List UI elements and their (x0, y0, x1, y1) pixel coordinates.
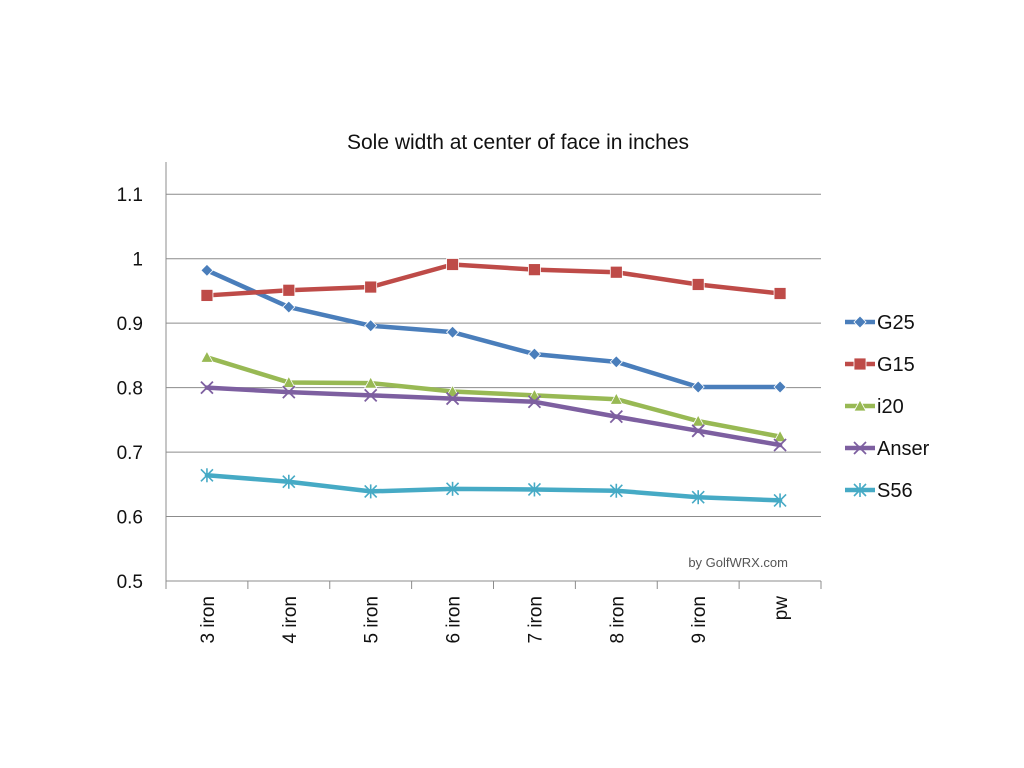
data-point-g15 (528, 263, 541, 277)
data-point-anser (364, 388, 378, 402)
legend-marker-anser (853, 441, 867, 455)
series-line-anser (204, 385, 783, 448)
chart-title: Sole width at center of face in inches (347, 131, 689, 154)
legend-label-g25: G25 (877, 312, 915, 334)
legend-label-s56: S56 (877, 480, 913, 502)
x-axis-ticks: 3 iron 4 iron 5 iron 6 iron 7 iron 8 iron 9 ir… (198, 596, 792, 644)
data-point-s56 (200, 468, 214, 483)
data-point-i20 (691, 414, 705, 427)
legend-item-i20: i20 (845, 396, 904, 418)
y-tick-label: 0.6 (117, 508, 143, 529)
data-point-g15 (282, 283, 296, 297)
data-point-s56 (364, 484, 378, 499)
series-line-s56 (204, 473, 783, 503)
data-point-g25 (364, 319, 378, 333)
credit-annotation: by GolfWRX.com (688, 555, 788, 570)
data-point-g15 (446, 258, 459, 271)
data-point-g15 (364, 280, 378, 294)
legend-item-s56: S56 (845, 480, 913, 502)
legend-label-anser: Anser (877, 438, 930, 460)
data-point-g25 (282, 300, 296, 314)
data-point-g25 (773, 380, 787, 394)
data-point-s56 (691, 490, 705, 505)
x-tick-label: pw (771, 596, 792, 621)
y-tick-label: 1 (132, 250, 143, 271)
x-tick-label: 3 iron (198, 596, 219, 644)
legend-marker-g15 (853, 357, 867, 371)
data-point-i20 (200, 350, 214, 363)
series-anser (200, 380, 787, 452)
data-point-g25 (200, 263, 214, 277)
legend-item-g25: G25 (845, 312, 915, 334)
y-tick-label: 0.7 (117, 443, 143, 464)
y-axis-ticks: 0.5 0.6 0.7 0.8 0.9 1 1.1 (117, 185, 143, 593)
x-tick-label: 7 iron (525, 596, 546, 644)
y-tick-label: 0.8 (117, 379, 143, 400)
data-point-g25 (691, 380, 705, 394)
legend-item-anser: Anser (845, 438, 930, 460)
data-point-s56 (527, 482, 542, 497)
data-point-anser (445, 391, 460, 406)
data-point-anser (609, 409, 623, 424)
legend-label-i20: i20 (877, 396, 904, 418)
data-point-g15 (773, 287, 787, 300)
data-point-g25 (527, 347, 542, 361)
data-point-s56 (445, 481, 460, 496)
gridlines (166, 193, 821, 518)
series-g15 (200, 258, 787, 302)
series-line-g15 (204, 262, 783, 298)
data-point-anser (200, 380, 214, 395)
data-point-anser (527, 395, 542, 409)
legend-label-g15: G15 (877, 354, 915, 376)
data-point-g15 (609, 265, 623, 279)
data-point-g25 (445, 325, 460, 339)
data-point-g15 (200, 289, 214, 302)
data-point-g25 (609, 355, 623, 369)
series-g25 (200, 263, 787, 394)
data-point-anser (691, 424, 705, 438)
y-tick-label: 0.9 (117, 314, 143, 335)
data-point-anser (773, 438, 787, 452)
data-point-i20 (282, 375, 296, 388)
legend-marker-g25 (853, 315, 867, 329)
legend-item-g15: G15 (845, 354, 915, 376)
legend-marker-i20 (853, 399, 867, 412)
x-tick-label: 6 iron (444, 596, 465, 644)
series-layer (200, 258, 787, 508)
data-point-s56 (773, 493, 787, 508)
y-tick-label: 0.5 (117, 572, 143, 593)
data-point-g15 (691, 278, 705, 291)
axes (165, 162, 822, 589)
series-i20 (200, 350, 787, 443)
series-line-i20 (204, 355, 783, 439)
x-tick-label: 8 iron (607, 596, 628, 644)
data-point-anser (282, 385, 296, 399)
legend: G25 G15 i20 Anser S56 (845, 312, 930, 502)
series-line-g25 (204, 268, 783, 390)
y-tick-label: 1.1 (117, 185, 143, 206)
series-s56 (200, 468, 787, 508)
data-point-i20 (773, 429, 787, 443)
data-point-i20 (609, 392, 623, 405)
data-point-s56 (609, 483, 623, 498)
legend-marker-s56 (853, 483, 867, 497)
x-tick-label: 9 iron (689, 596, 710, 644)
data-point-s56 (282, 474, 296, 489)
data-point-i20 (364, 376, 378, 389)
x-tick-label: 4 iron (280, 596, 301, 644)
x-tick-label: 5 iron (362, 596, 383, 644)
